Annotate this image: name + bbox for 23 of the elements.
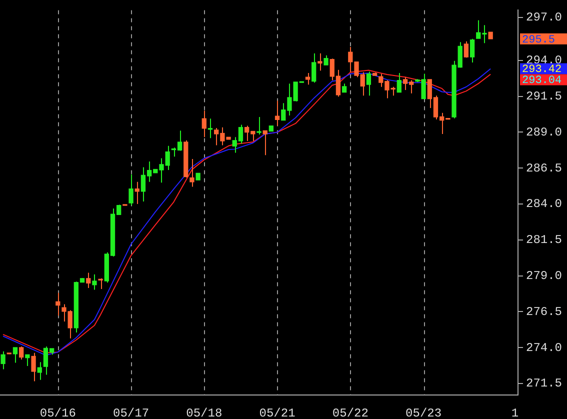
text: 293.04 bbox=[522, 75, 562, 88]
x-tick-label: 05/18 bbox=[186, 406, 222, 419]
y-tick-label: 284.0 bbox=[526, 197, 562, 212]
x-tick-label: 1 bbox=[511, 406, 519, 419]
y-tick-label: 289.0 bbox=[526, 125, 562, 140]
candlestick bbox=[268, 125, 274, 132]
x-tick-label: 05/23 bbox=[406, 406, 442, 419]
y-tick-label: 276.5 bbox=[526, 304, 562, 319]
y-tick-label: 281.5 bbox=[526, 233, 562, 248]
x-tick-label: 05/22 bbox=[332, 406, 368, 419]
x-tick-label: 05/16 bbox=[40, 406, 76, 419]
x-tick-label: 05/17 bbox=[113, 406, 150, 419]
candlestick bbox=[318, 52, 322, 72]
y-tick-label: 286.5 bbox=[526, 161, 562, 176]
candlestick bbox=[256, 116, 262, 136]
y-tick-label: 279.0 bbox=[526, 269, 562, 283]
y-tick-label: 271.5 bbox=[526, 376, 562, 391]
text: 295.5 bbox=[522, 34, 556, 46]
candlestick bbox=[488, 32, 493, 40]
x-tick-label: 05/21 bbox=[259, 406, 296, 419]
y-tick-label: 274.0 bbox=[526, 340, 562, 355]
y-tick-label: 291.5 bbox=[526, 90, 562, 104]
y-tick-label: 297.0 bbox=[526, 10, 562, 25]
